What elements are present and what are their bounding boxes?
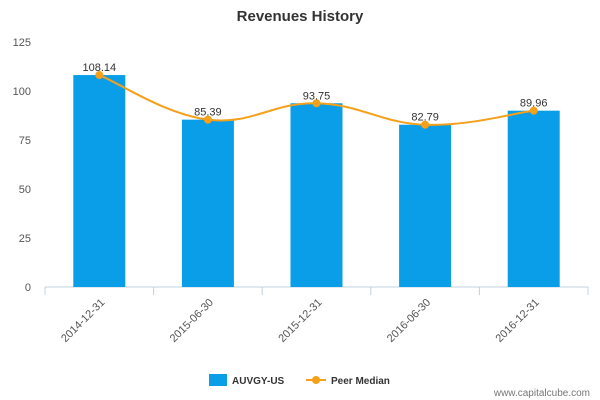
- legend-swatch-marker: [312, 376, 320, 384]
- x-axis: 2014-12-31 2015-06-30 2015-12-31 2016-06-30…: [44, 286, 589, 345]
- legend-swatch-bar: [209, 374, 227, 386]
- chart-title: Revenues History: [237, 8, 364, 25]
- legend-label-line: Peer Median: [331, 376, 390, 387]
- x-tick-label: 2016-06-30: [385, 297, 433, 345]
- peer-median-series: [95, 71, 538, 129]
- y-tick-label: 125: [13, 37, 31, 49]
- bar-series: [73, 75, 560, 288]
- y-tick-label: 0: [25, 282, 31, 294]
- x-tick-label: 2014-12-31: [59, 297, 107, 345]
- peer-median-point: [529, 106, 538, 115]
- peer-median-point: [421, 120, 430, 129]
- data-label: 89.96: [520, 98, 548, 110]
- peer-median-point: [312, 99, 321, 108]
- peer-median-point: [95, 71, 104, 80]
- bar: [73, 75, 126, 288]
- bar: [399, 124, 452, 287]
- data-label: 108.14: [82, 62, 116, 74]
- x-tick-label: 2015-06-30: [168, 297, 216, 345]
- legend[interactable]: AUVGY-US Peer Median: [209, 374, 390, 387]
- bar: [181, 119, 234, 288]
- data-labels: 108.14 85.39 93.75 82.79 89.96: [82, 62, 547, 124]
- y-tick-label: 100: [13, 86, 31, 98]
- bar: [290, 103, 343, 287]
- peer-median-point: [203, 115, 212, 124]
- y-tick-label: 25: [19, 233, 31, 245]
- legend-label-bar: AUVGY-US: [232, 376, 285, 387]
- data-label: 93.75: [303, 90, 331, 102]
- data-label: 85.39: [194, 107, 222, 119]
- x-tick-label: 2016-12-31: [494, 297, 542, 345]
- x-tick-label: 2015-12-31: [276, 297, 324, 345]
- y-tick-label: 75: [19, 135, 31, 147]
- y-axis: 0 25 50 75 100 125: [13, 37, 31, 294]
- y-tick-label: 50: [19, 184, 31, 196]
- data-label: 82.79: [411, 112, 439, 124]
- watermark-text: www.capitalcube.com: [493, 388, 590, 399]
- bar: [507, 110, 560, 287]
